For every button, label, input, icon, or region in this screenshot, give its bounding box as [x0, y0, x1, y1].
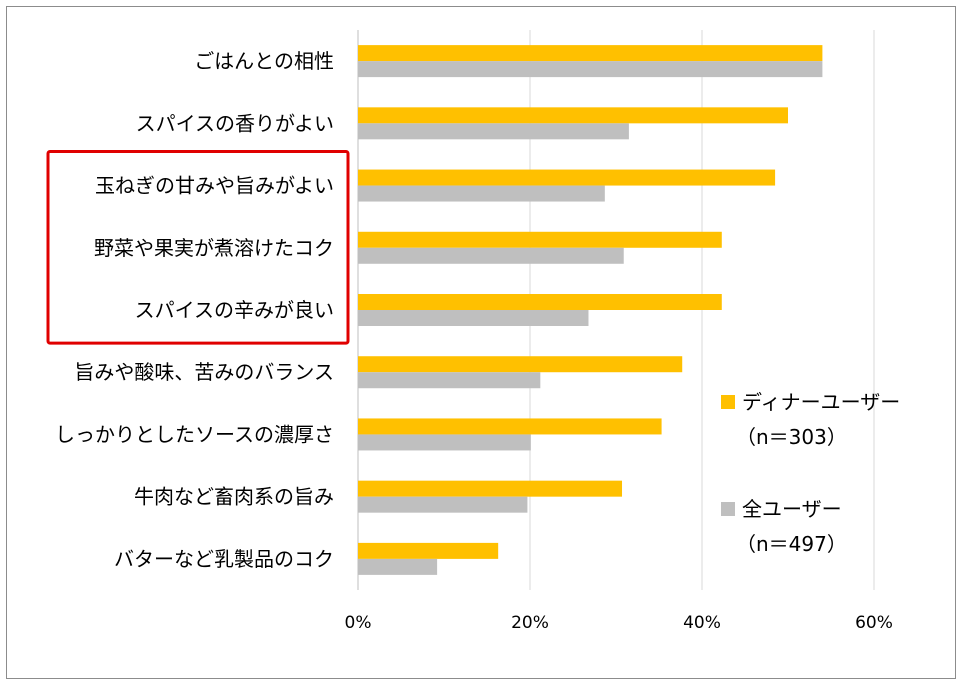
legend-label: 全ユーザー	[742, 497, 842, 521]
bar-dinner-7	[358, 480, 623, 497]
bar-dinner-6	[358, 418, 662, 435]
category-label: ごはんとの相性	[194, 49, 334, 73]
x-tick-label: 40%	[683, 613, 721, 633]
category-label: 旨みや酸味、苦みのバランス	[74, 360, 334, 384]
bar-dinner-5	[358, 356, 683, 373]
bar-dinner-1	[358, 107, 788, 124]
category-label: バターなど乳製品のコク	[114, 547, 334, 571]
legend-swatch-0	[721, 395, 735, 409]
legend-swatch-1	[721, 502, 735, 516]
bar-all-4	[358, 310, 589, 326]
bar-all-2	[358, 185, 605, 202]
bar-all-3	[358, 247, 624, 264]
category-label: 野菜や果実が煮溶けたコク	[94, 236, 334, 260]
category-label: しっかりとしたソースの濃厚さ	[55, 422, 334, 446]
highlight-box	[46, 149, 350, 345]
bar-all-8	[358, 558, 438, 575]
bar-all-7	[358, 496, 528, 513]
bar-all-5	[358, 372, 541, 389]
bar-dinner-0	[358, 45, 823, 62]
bar-dinner-2	[358, 169, 776, 186]
category-label: 牛肉など畜肉系の旨み	[134, 485, 334, 509]
x-tick-label: 0%	[345, 613, 372, 633]
bar-dinner-4	[358, 294, 722, 310]
category-label: 玉ねぎの甘みや旨みがよい	[95, 174, 334, 198]
bar-all-1	[358, 123, 629, 140]
category-label: スパイスの辛みが良い	[135, 298, 334, 322]
bar-all-0	[358, 61, 823, 78]
bar-dinner-8	[358, 542, 499, 559]
category-label: スパイスの香りがよい	[136, 111, 334, 135]
legend-sample-size: （n＝303）	[736, 425, 847, 449]
legend-label: ディナーユーザー	[742, 390, 900, 414]
bar-dinner-3	[358, 231, 722, 248]
bar-all-6	[358, 434, 531, 451]
legend-sample-size: （n＝497）	[736, 532, 847, 556]
x-tick-label: 60%	[855, 613, 893, 633]
x-tick-label: 20%	[511, 613, 549, 633]
